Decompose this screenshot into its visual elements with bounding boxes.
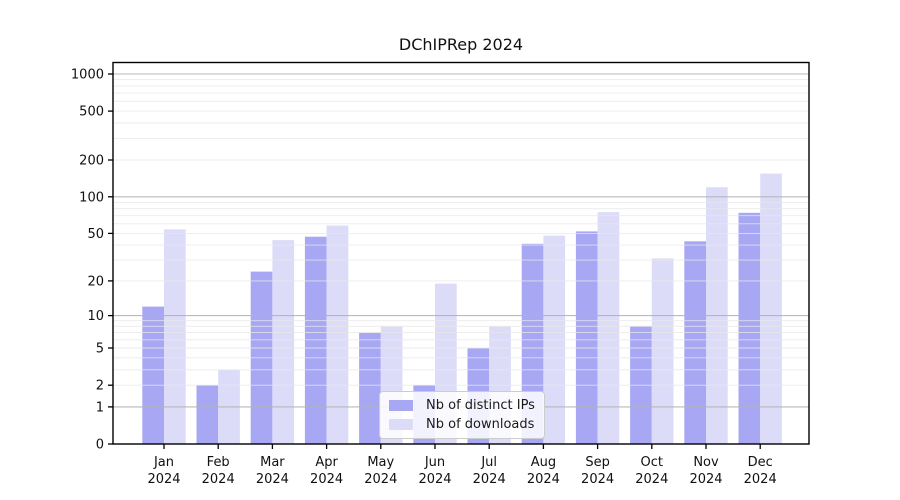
y-tick-label: 500 — [79, 105, 104, 120]
legend-item-downloads: Nb of downloads — [389, 417, 536, 432]
x-tick-label: Jan 2024 — [147, 455, 180, 487]
bar-may-distinct-ips — [359, 332, 381, 444]
x-tick-label: Nov 2024 — [689, 455, 722, 487]
bar-feb-distinct-ips — [196, 385, 219, 444]
legend: Nb of distinct IPs Nb of downloads — [379, 391, 545, 439]
x-tick-label: Feb 2024 — [202, 455, 235, 487]
x-tick-label: Dec 2024 — [744, 455, 777, 487]
y-tick-label: 2 — [96, 379, 104, 394]
y-tick-label: 10 — [87, 309, 104, 324]
legend-label-downloads: Nb of downloads — [426, 417, 535, 432]
y-tick-label: 1000 — [71, 68, 104, 83]
plot-border — [112, 61, 810, 445]
x-tick-label: Sep 2024 — [581, 455, 614, 487]
x-tick-label: Mar 2024 — [256, 455, 289, 487]
x-tick-label: Apr 2024 — [310, 455, 343, 487]
bar-dec-distinct-ips — [738, 212, 761, 444]
bar-oct-downloads — [651, 258, 674, 444]
y-tick-label: 50 — [87, 227, 104, 242]
legend-item-distinct-ips: Nb of distinct IPs — [389, 398, 536, 413]
x-tick-label: Jun 2024 — [418, 455, 451, 487]
bar-apr-downloads — [326, 225, 349, 444]
legend-label-distinct-ips: Nb of distinct IPs — [426, 398, 535, 413]
bar-jan-distinct-ips — [142, 306, 164, 444]
y-tick-label: 0 — [96, 438, 104, 453]
bar-sep-distinct-ips — [575, 231, 598, 444]
bar-jan-downloads — [164, 229, 186, 444]
y-tick-label: 1 — [96, 400, 104, 415]
y-tick-label: 100 — [79, 190, 104, 205]
y-tick-label: 5 — [96, 342, 104, 357]
bar-dec-downloads — [760, 173, 782, 444]
legend-swatch-distinct-ips — [389, 400, 413, 411]
bar-sep-downloads — [597, 212, 620, 444]
legend-swatch-downloads — [389, 419, 413, 430]
x-tick-label: Aug 2024 — [527, 455, 560, 487]
chart-title: DChIPRep 2024 — [398, 35, 524, 54]
x-tick-label: May 2024 — [364, 455, 397, 487]
bar-apr-distinct-ips — [304, 236, 327, 444]
bar-mar-downloads — [272, 240, 295, 444]
y-tick-label: 200 — [79, 154, 104, 169]
x-tick-label: Jul 2024 — [473, 455, 506, 487]
x-tick-label: Oct 2024 — [635, 455, 668, 487]
y-tick-label: 20 — [87, 274, 104, 289]
bar-nov-distinct-ips — [684, 241, 706, 444]
